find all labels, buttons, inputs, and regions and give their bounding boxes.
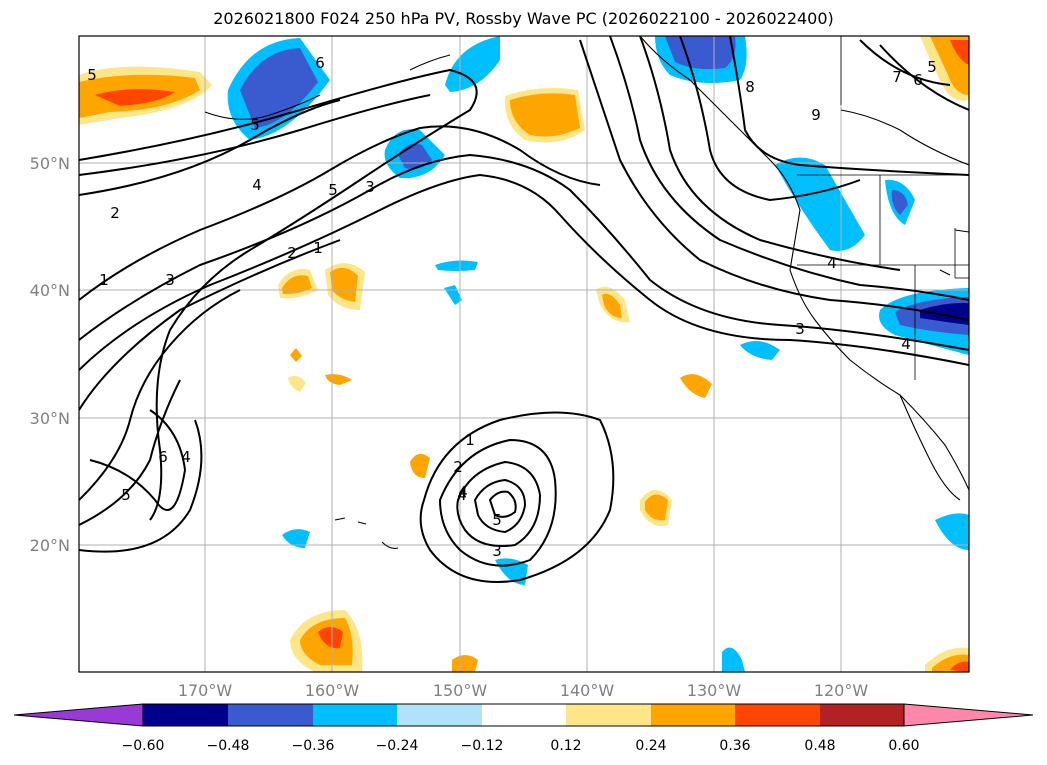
shaded-anomalies	[79, 36, 969, 672]
colorbar-bin	[566, 704, 651, 726]
map-frame	[78, 35, 970, 673]
colorbar-label: −0.36	[292, 738, 335, 754]
contour-label: 5	[87, 66, 97, 84]
longitude-labels: 170°W 160°W 150°W 140°W 130°W 120°W	[178, 681, 869, 700]
colorbar-bin	[397, 704, 482, 726]
contour-label: 6	[158, 448, 168, 466]
contour-label: 6	[913, 71, 923, 89]
colorbar-bin	[820, 704, 904, 726]
colorbar-bin	[313, 704, 397, 726]
contour-label: 4	[827, 254, 837, 272]
colorbar-bin	[143, 704, 228, 726]
colorbar-label: −0.48	[207, 738, 250, 754]
colorbar-extend-high	[903, 703, 1034, 727]
contour-label: 4	[181, 448, 191, 466]
coastlines	[204, 36, 969, 549]
contour-label: 5	[121, 486, 131, 504]
colorbar-label: 0.24	[635, 738, 666, 754]
contour-label: 1	[465, 431, 475, 449]
contour-label: 2	[110, 204, 120, 222]
lon-label: 140°W	[560, 681, 615, 700]
contour-label: 3	[165, 271, 175, 289]
gridlines	[79, 36, 969, 672]
contour-label: 4	[252, 176, 262, 194]
colorbar-outline	[142, 703, 905, 727]
colorbar-label: −0.60	[122, 738, 165, 754]
lon-label: 150°W	[433, 681, 488, 700]
colorbar-bin	[228, 704, 313, 726]
contour-labels: 5 6 5 4 5 3 2 1 2 1 3 4 6 5 4 1 2 4 5 3 …	[87, 54, 937, 560]
lat-label: 30°N	[30, 409, 70, 428]
contour-label: 3	[492, 542, 502, 560]
lat-label: 20°N	[30, 536, 70, 555]
contour-label: 4	[457, 486, 467, 504]
contour-label: 5	[328, 181, 338, 199]
boundaries	[797, 36, 969, 380]
contour-label: 2	[287, 244, 297, 262]
contour-label: 5	[492, 511, 502, 529]
lon-label: 170°W	[178, 681, 233, 700]
lon-label: 130°W	[687, 681, 742, 700]
lat-label: 40°N	[30, 281, 70, 300]
lon-label: 120°W	[814, 681, 869, 700]
contour-label: 4	[458, 483, 468, 501]
colorbar-label: 0.48	[804, 738, 835, 754]
contour-label: 2	[453, 458, 463, 476]
lon-label: 160°W	[305, 681, 360, 700]
colorbar-extend-low	[13, 703, 144, 727]
pv-contours	[79, 36, 969, 583]
contour-label: 7	[892, 68, 902, 86]
contour-label: 9	[811, 106, 821, 124]
contour-label: 3	[795, 320, 805, 338]
colorbar-label: 0.36	[719, 738, 750, 754]
contour-label: 5	[250, 116, 260, 134]
contour-label: 3	[365, 178, 375, 196]
colorbar-label: −0.24	[376, 738, 419, 754]
colorbar-bin	[735, 704, 820, 726]
colorbar-label: 0.12	[550, 738, 581, 754]
contour-label: 5	[927, 58, 937, 76]
colorbar-bin	[651, 704, 735, 726]
contour-label: 4	[901, 335, 911, 353]
contour-label: 1	[313, 239, 323, 257]
contour-label: 6	[315, 54, 325, 72]
contour-label: 1	[99, 271, 109, 289]
map-title: 2026021800 F024 250 hPa PV, Rossby Wave …	[213, 9, 834, 28]
colorbar: −0.60 −0.48 −0.36 −0.24 −0.12 0.12 0.24 …	[13, 703, 1034, 754]
latitude-labels: 50°N 40°N 30°N 20°N	[30, 154, 70, 555]
lat-label: 50°N	[30, 154, 70, 173]
colorbar-label: −0.12	[461, 738, 504, 754]
colorbar-bin	[482, 704, 566, 726]
colorbar-label: 0.60	[888, 738, 919, 754]
contour-label: 8	[745, 78, 755, 96]
